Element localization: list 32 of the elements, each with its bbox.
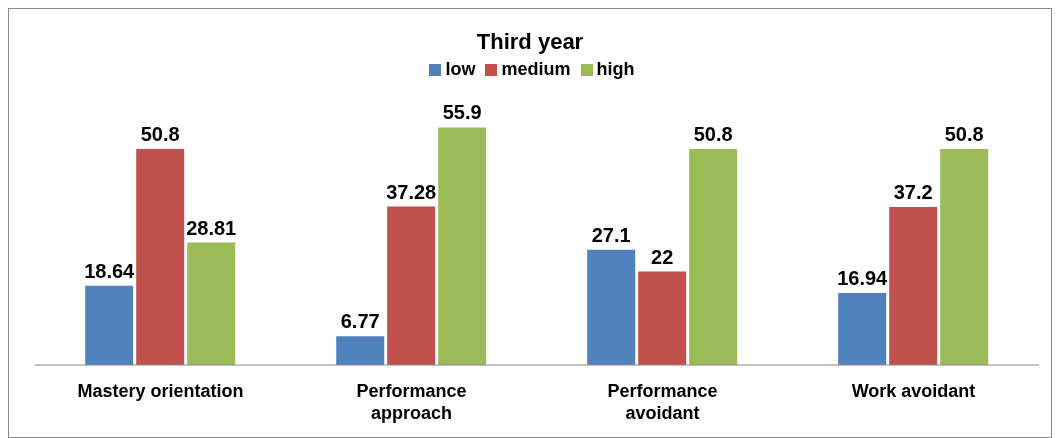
data-label: 28.81: [186, 216, 237, 239]
data-label: 27.1: [591, 223, 631, 246]
bar: [387, 206, 436, 365]
bar: [336, 336, 385, 365]
bar: [940, 149, 989, 365]
bar: [638, 271, 687, 365]
x-tick-label: Performance approach: [356, 381, 467, 423]
bar: [438, 127, 487, 365]
x-tick-label: Mastery orientation: [77, 381, 244, 401]
chart-title: Third year: [475, 28, 585, 56]
bar: [689, 149, 738, 365]
data-label: 37.28: [386, 180, 437, 203]
bar: [187, 242, 236, 365]
data-label: 50.8: [693, 123, 733, 146]
bar: [587, 249, 636, 365]
legend-label: low: [445, 59, 476, 79]
data-label: 6.77: [340, 310, 380, 333]
legend-label: medium: [501, 59, 571, 79]
x-tick-label: Work avoidant: [851, 381, 976, 401]
bar: [136, 149, 185, 365]
data-label: 50.8: [140, 123, 180, 146]
data-label: 50.8: [944, 123, 984, 146]
x-tick-label: Performance avoidant: [607, 381, 718, 423]
data-label: 18.64: [84, 259, 136, 282]
data-label: 16.94: [837, 267, 889, 290]
legend-label: high: [596, 59, 635, 79]
data-label: 55.9: [442, 101, 482, 124]
bar: [838, 293, 887, 365]
data-label: 37.2: [893, 180, 933, 203]
data-label: 22: [651, 245, 674, 268]
bar: [85, 285, 134, 365]
bar: [889, 206, 938, 365]
